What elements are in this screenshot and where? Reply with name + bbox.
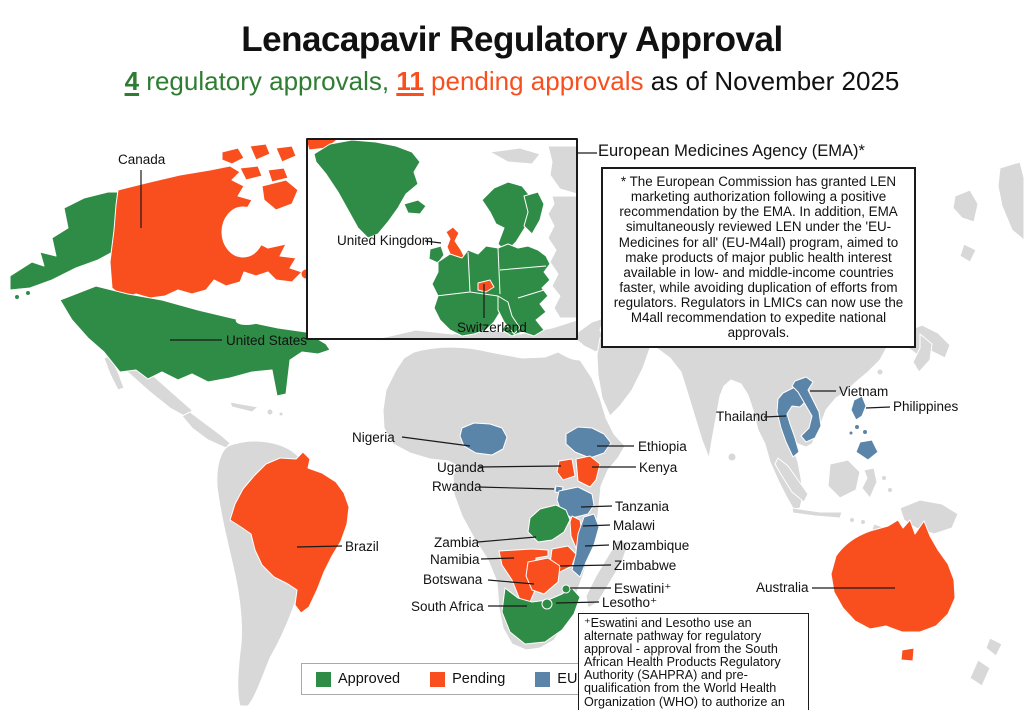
country-brazil	[229, 451, 350, 614]
eu-m4all-swatch	[535, 671, 551, 687]
great-lakes	[235, 310, 269, 326]
country-ethiopia	[565, 426, 612, 459]
label-uganda: Uganda	[437, 460, 485, 475]
country-greenland	[313, 140, 421, 239]
approved-swatch	[316, 671, 331, 687]
label-ethiopia: Ethiopia	[638, 439, 687, 454]
label-kenya: Kenya	[639, 460, 678, 475]
label-namibia: Namibia	[430, 552, 480, 567]
pending-count: 11	[396, 65, 424, 96]
inset-border	[306, 138, 578, 340]
country-united-states	[59, 285, 331, 397]
canada-archipelago	[221, 143, 312, 280]
header: Lenacapavir Regulatory Approval 4 regula…	[0, 20, 1024, 97]
country-scandinavia	[481, 181, 533, 253]
subtitle-date: as of November 2025	[650, 65, 900, 96]
country-finland	[523, 191, 545, 235]
legend-item-approved: Approved	[316, 671, 400, 687]
label-lesotho: Lesotho⁺	[602, 595, 658, 610]
label-rwanda: Rwanda	[432, 479, 482, 494]
country-tasmania	[900, 647, 915, 662]
europe-inset-map	[308, 140, 576, 338]
label-nigeria: Nigeria	[352, 430, 395, 445]
country-switzerland	[477, 279, 495, 293]
leader-lines	[140, 152, 895, 607]
approved-count-label: regulatory approvals,	[139, 65, 397, 96]
label-canada: Canada	[118, 152, 166, 167]
country-uganda	[556, 458, 576, 481]
label-australia: Australia	[756, 580, 809, 595]
pending-count-label: pending approvals	[423, 65, 651, 96]
country-australia	[830, 519, 956, 633]
country-european-union	[431, 243, 551, 337]
label-philippines: Philippines	[893, 399, 959, 414]
label-brazil: Brazil	[345, 539, 379, 554]
label-eswatini: Eswatini⁺	[614, 581, 672, 596]
subtitle: 4 regulatory approvals, 11 pending appro…	[0, 66, 1024, 97]
legend: Approved Pending EU-M4all	[301, 663, 632, 695]
country-lesotho	[541, 598, 553, 610]
country-alaska	[9, 191, 121, 291]
country-philippines	[848, 395, 879, 461]
label-botswana: Botswana	[423, 572, 483, 587]
label-united-kingdom: United Kingdom	[337, 233, 434, 248]
label-vietnam: Vietnam	[839, 384, 889, 399]
ema-label: European Medicines Agency (EMA)*	[598, 142, 865, 160]
page-title: Lenacapavir Regulatory Approval	[241, 20, 783, 59]
approved-count: 4	[124, 65, 140, 96]
country-botswana	[525, 557, 561, 595]
country-south-africa	[501, 587, 581, 645]
aleutian-island	[25, 290, 31, 296]
footnote-box: ⁺Eswatini and Lesotho use an alternate p…	[578, 613, 809, 710]
country-kenya	[575, 455, 601, 488]
hudson-bay	[221, 206, 265, 258]
label-mozambique: Mozambique	[612, 538, 690, 553]
legend-label-approved: Approved	[338, 671, 401, 687]
label-south-africa: South Africa	[411, 599, 484, 614]
country-iceland	[403, 199, 427, 215]
legend-item-pending: Pending	[430, 671, 505, 687]
country-ireland	[428, 245, 445, 264]
label-switzerland: Switzerland	[457, 320, 527, 335]
country-nigeria	[459, 422, 508, 456]
aleutian-island	[14, 294, 20, 300]
legend-label-pending: Pending	[452, 671, 506, 687]
label-thailand: Thailand	[716, 409, 768, 424]
pending-swatch	[430, 671, 446, 687]
country-vietnam	[791, 376, 822, 443]
label-malawi: Malawi	[613, 518, 656, 533]
label-zambia: Zambia	[434, 535, 480, 550]
country-zambia	[527, 504, 571, 543]
country-eswatini	[561, 584, 571, 594]
label-united-states: United States	[226, 333, 308, 348]
label-tanzania: Tanzania	[615, 499, 670, 514]
ema-note-box: * The European Commission has granted LE…	[601, 167, 916, 348]
label-zimbabwe: Zimbabwe	[614, 558, 677, 573]
country-italy	[497, 295, 521, 335]
